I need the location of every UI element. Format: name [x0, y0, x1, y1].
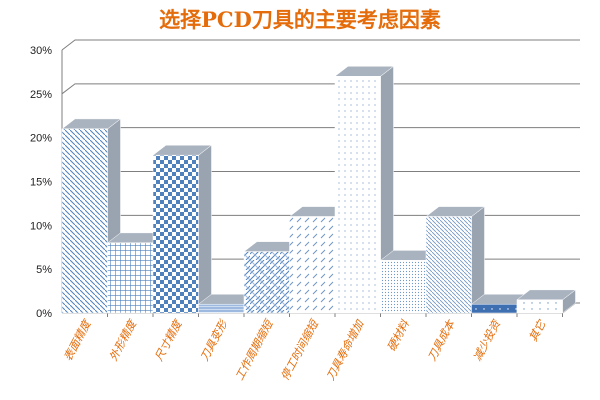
- bar-front: [471, 303, 518, 314]
- x-tick-label: 尺寸精度: [152, 317, 185, 364]
- bar-front: [198, 303, 245, 314]
- y-tick-label: 10%: [30, 220, 52, 232]
- y-tick-label: 25%: [30, 89, 52, 101]
- x-tick-label: 表面精度: [61, 317, 94, 364]
- x-tick-label: 停工时间缩短: [278, 317, 321, 383]
- chart-title: 选择PCD刀具的主要考虑因素: [159, 7, 441, 32]
- bar-front: [243, 251, 290, 314]
- y-tick-label: 20%: [30, 133, 52, 145]
- x-tick-label: 工作周期缩短: [233, 317, 276, 383]
- x-tick-label: 刀具寿命增加: [324, 317, 367, 383]
- y-tick-label: 5%: [36, 264, 52, 276]
- y-tick-label: 0%: [36, 308, 52, 320]
- bar-front: [334, 76, 381, 314]
- bar-front: [107, 242, 154, 314]
- bar: [516, 289, 577, 314]
- bar-front: [380, 260, 427, 314]
- bar: [425, 206, 486, 314]
- bar: [334, 65, 395, 314]
- gridline: [61, 39, 580, 51]
- gridline: [61, 83, 580, 95]
- gridline: [61, 127, 580, 139]
- y-tick-label: 30%: [30, 45, 52, 57]
- y-tick-label: 15%: [30, 177, 52, 189]
- bar-front: [289, 216, 336, 314]
- x-tick-label: 刀具成本: [425, 317, 458, 364]
- x-tick-label: 外形精度: [107, 317, 140, 364]
- bar-front: [516, 299, 563, 314]
- bar: [152, 144, 213, 314]
- gridline: [61, 171, 580, 182]
- bar-front: [61, 128, 108, 314]
- bar-front: [425, 216, 472, 314]
- x-tick-label: 刀具变形: [198, 317, 231, 364]
- x-tick-label: 其它: [527, 317, 549, 343]
- x-tick-label: 硬材料: [385, 317, 412, 353]
- bar-side: [198, 144, 212, 314]
- x-tick-label: 减少投资: [471, 317, 504, 364]
- bar-front: [152, 154, 199, 314]
